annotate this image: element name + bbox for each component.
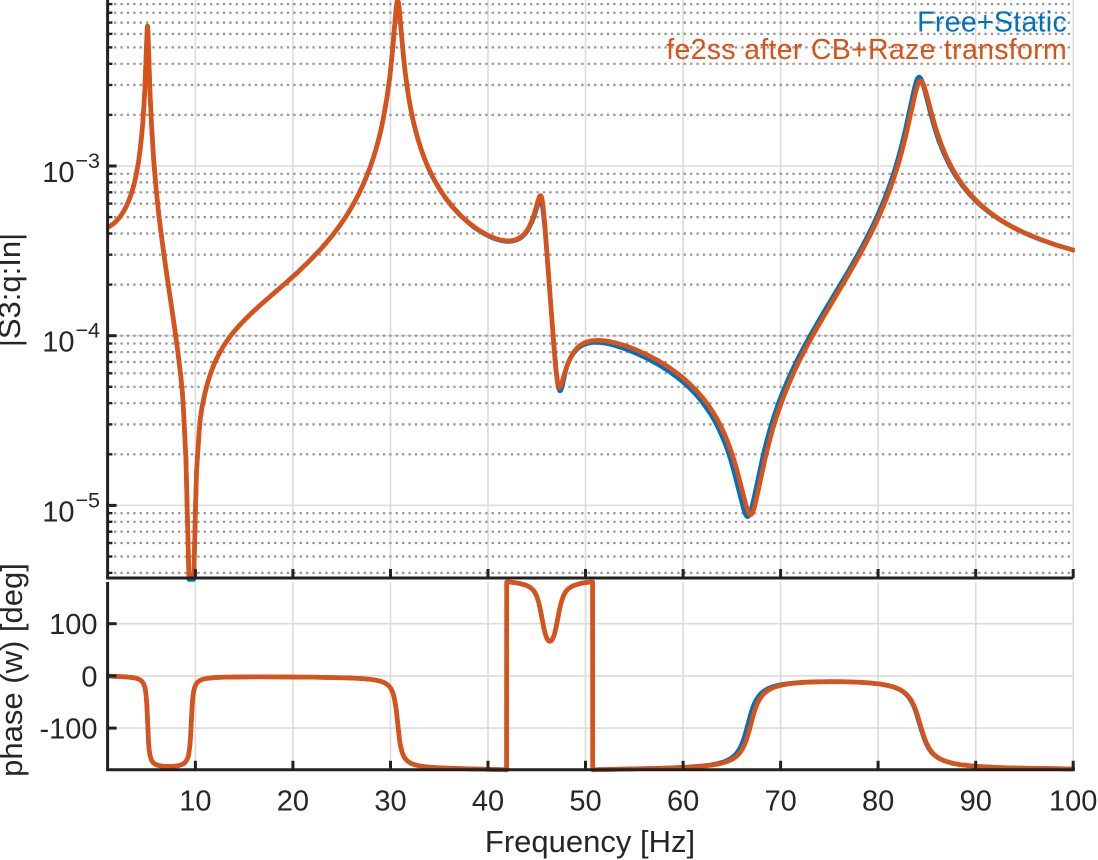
svg-text:100: 100	[1049, 786, 1097, 818]
svg-text:Free+Static: Free+Static	[917, 7, 1067, 39]
svg-text:−3: −3	[76, 149, 101, 173]
svg-text:fe2ss after CB+Raze transform: fe2ss after CB+Raze transform	[666, 34, 1067, 66]
svg-text:-100: -100	[39, 714, 97, 746]
svg-text:60: 60	[667, 786, 699, 818]
svg-text:0: 0	[81, 661, 97, 693]
svg-text:50: 50	[569, 786, 601, 818]
svg-text:−5: −5	[76, 488, 101, 512]
svg-text:30: 30	[374, 786, 406, 818]
svg-text:40: 40	[472, 786, 504, 818]
svg-text:70: 70	[764, 786, 796, 818]
svg-text:100: 100	[49, 609, 97, 641]
svg-text:10: 10	[42, 157, 74, 189]
svg-text:|S3:q:In|: |S3:q:In|	[0, 233, 27, 347]
svg-text:−4: −4	[76, 319, 101, 343]
svg-text:10: 10	[42, 327, 74, 359]
svg-text:phase (w) [deg]: phase (w) [deg]	[0, 563, 29, 777]
svg-text:20: 20	[277, 786, 309, 818]
svg-text:10: 10	[179, 786, 211, 818]
svg-text:90: 90	[960, 786, 992, 818]
svg-text:10: 10	[42, 496, 74, 528]
svg-text:80: 80	[862, 786, 894, 818]
svg-text:Frequency [Hz]: Frequency [Hz]	[485, 824, 695, 859]
